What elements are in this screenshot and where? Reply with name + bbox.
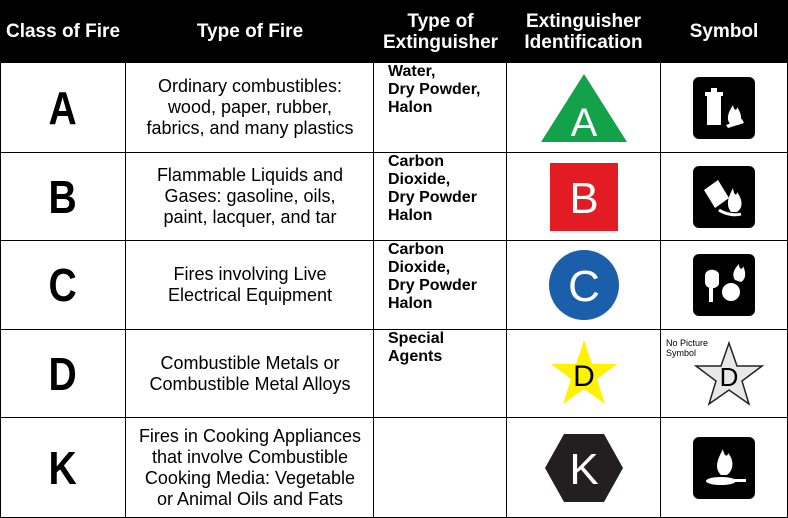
identification-cell: D [507,330,660,417]
identification-letter: A [570,101,597,144]
class-letter: K [48,441,78,494]
type-line: Combustible Metals or [160,352,340,373]
header-identification: Extinguisher Identification [507,0,660,63]
column-divider [125,63,126,518]
type-line: Fires in Cooking Appliances [138,425,362,446]
no-picture-note-line: Symbol [666,348,697,358]
no-picture-note-line: No Picture [666,338,709,348]
type-cell: Combustible Metals or Combustible Metal A… [126,330,374,417]
column-divider [660,63,661,518]
extinguisher-cell: Water, Dry Powder, Halon [374,63,507,152]
class-letter: C [48,259,78,311]
identification-letter: K [569,445,598,494]
column-divider [373,63,374,518]
extinguisher-line: Water, [388,63,436,80]
identification-cell: B [507,153,660,240]
triangle-icon: A [540,73,627,144]
class-cell: A [0,63,126,152]
class-letter: D [48,347,78,400]
table-row: B Flammable Liquids and Gases: gasoline, o… [0,153,788,241]
type-line: Fires involving Live [173,264,327,284]
symbol-cell [660,153,788,240]
type-cell: Flammable Liquids and Gases: gasoline, oi… [126,153,374,240]
header-identification-line: Extinguisher [525,10,642,32]
extinguisher-line: Halon [388,99,433,116]
header-symbol-label: Symbol [689,21,759,42]
header-extinguisher: Type of Extinguisher [374,0,507,63]
extinguisher-line: Carbon [388,153,444,170]
type-line: fabrics, and many plastics [146,118,354,138]
extinguisher-line: Dioxide, [388,171,451,188]
type-line: paint, lacquer, and tar [163,207,337,227]
extinguisher-cell [374,418,507,517]
table-row: K Fires in Cooking Appliances that involve… [0,418,788,518]
trash-fire-icon [693,76,755,139]
header-type-label: Type of Fire [196,21,304,42]
symbol-cell [660,63,788,152]
identification-cell: A [507,63,660,152]
square-icon: B [549,162,618,231]
symbol-cell [660,241,788,329]
header-identification-line: Identification [524,31,643,53]
pan-fire-icon [693,436,755,499]
type-cell: Fires involving Live Electrical Equipment [126,241,374,329]
identification-cell: C [507,241,660,329]
extinguisher-line: Dry Powder [388,189,477,206]
extinguisher-line: Dry Powder, [388,81,481,98]
table-row: A Ordinary combustibles: wood, paper, rubb… [0,63,788,153]
class-cell: C [0,241,126,329]
symbol-cell [660,418,788,517]
extinguisher-line: Halon [388,207,433,224]
extinguisher-line: Special [388,330,445,347]
type-line: Cooking Media: Vegetable [144,467,356,488]
extinguisher-cell: Carbon Dioxide, Dry Powder Halon [374,241,507,329]
header-extinguisher-line: Extinguisher [382,31,499,53]
circle-icon: C [548,250,619,320]
header-type: Type of Fire [126,0,374,63]
class-letter: B [48,170,78,223]
header-class-label: Class of Fire [5,21,121,42]
type-line: Combustible Metal Alloys [149,373,351,394]
identification-letter: C [568,262,600,311]
no-picture-note: No Picture Symbol [666,338,708,358]
identification-letter: D [573,360,595,393]
extinguisher-line: Dioxide, [388,259,451,276]
liquid-fire-icon [693,165,755,228]
extinguisher-line: Halon [388,295,433,312]
extinguisher-cell: Carbon Dioxide, Dry Powder Halon [374,153,507,240]
class-cell: B [0,153,126,240]
identification-cell: K [507,418,660,517]
type-line: or Animal Oils and Fats [156,488,344,509]
table-header: Class of Fire Type of Fire Type of Extin… [0,0,788,63]
type-line: that involve Combustible [151,446,349,467]
column-divider [506,63,507,518]
extinguisher-cell: Special Agents [374,330,507,417]
type-line: Ordinary combustibles: [157,76,343,96]
class-cell: K [0,418,126,517]
symbol-letter: D [720,362,739,392]
class-letter: A [48,81,78,134]
electrical-fire-icon [693,254,755,316]
hexagon-icon: K [544,433,623,502]
type-line: Gases: gasoline, oils, [164,186,336,206]
type-line: Flammable Liquids and [156,165,344,185]
header-extinguisher-line: Type of [407,10,474,32]
extinguisher-line: Dry Powder [388,277,477,294]
star-icon: D [693,340,765,406]
type-cell: Fires in Cooking Appliances that involve … [126,418,374,517]
identification-letter: B [569,174,598,223]
extinguisher-line: Carbon [388,241,444,258]
symbol-cell: No Picture Symbol D [660,330,788,417]
header-symbol: Symbol [660,0,788,63]
class-cell: D [0,330,126,417]
header-class: Class of Fire [0,0,126,63]
table-row: D Combustible Metals or Combustible Metal … [0,330,788,418]
star-icon: D [550,339,617,404]
type-cell: Ordinary combustibles: wood, paper, rubbe… [126,63,374,152]
type-line: Electrical Equipment [167,285,333,305]
extinguisher-line: Agents [388,348,443,365]
table-row: C Fires involving Live Electrical Equipmen… [0,241,788,330]
type-line: wood, paper, rubber, [167,97,333,117]
